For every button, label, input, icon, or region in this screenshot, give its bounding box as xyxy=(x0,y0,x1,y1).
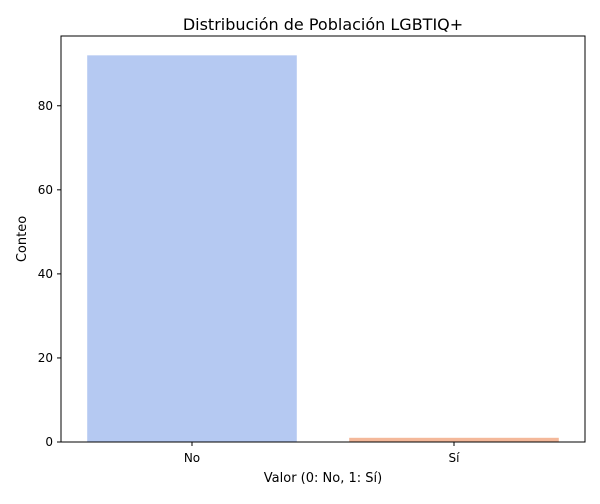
y-tick-label-3: 60 xyxy=(38,183,53,197)
y-axis-ticks: 0 20 40 60 80 xyxy=(38,99,61,449)
x-axis-label: Valor (0: No, 1: Sí) xyxy=(264,471,382,486)
x-tick-label-1: Sí xyxy=(449,451,461,465)
y-axis-label: Conteo xyxy=(15,216,30,262)
chart-title: Distribución de Población LGBTIQ+ xyxy=(183,15,463,34)
x-tick-label-0: No xyxy=(184,451,200,465)
bar-0 xyxy=(87,55,297,442)
plot-frame xyxy=(60,35,586,443)
bars-group xyxy=(87,55,559,442)
x-axis-ticks: No Sí xyxy=(184,442,460,465)
bar-1 xyxy=(349,437,559,442)
y-tick-label-1: 20 xyxy=(38,351,53,365)
y-tick-label-2: 40 xyxy=(38,267,53,281)
y-tick-label-4: 80 xyxy=(38,99,53,113)
y-tick-label-0: 0 xyxy=(45,435,53,449)
